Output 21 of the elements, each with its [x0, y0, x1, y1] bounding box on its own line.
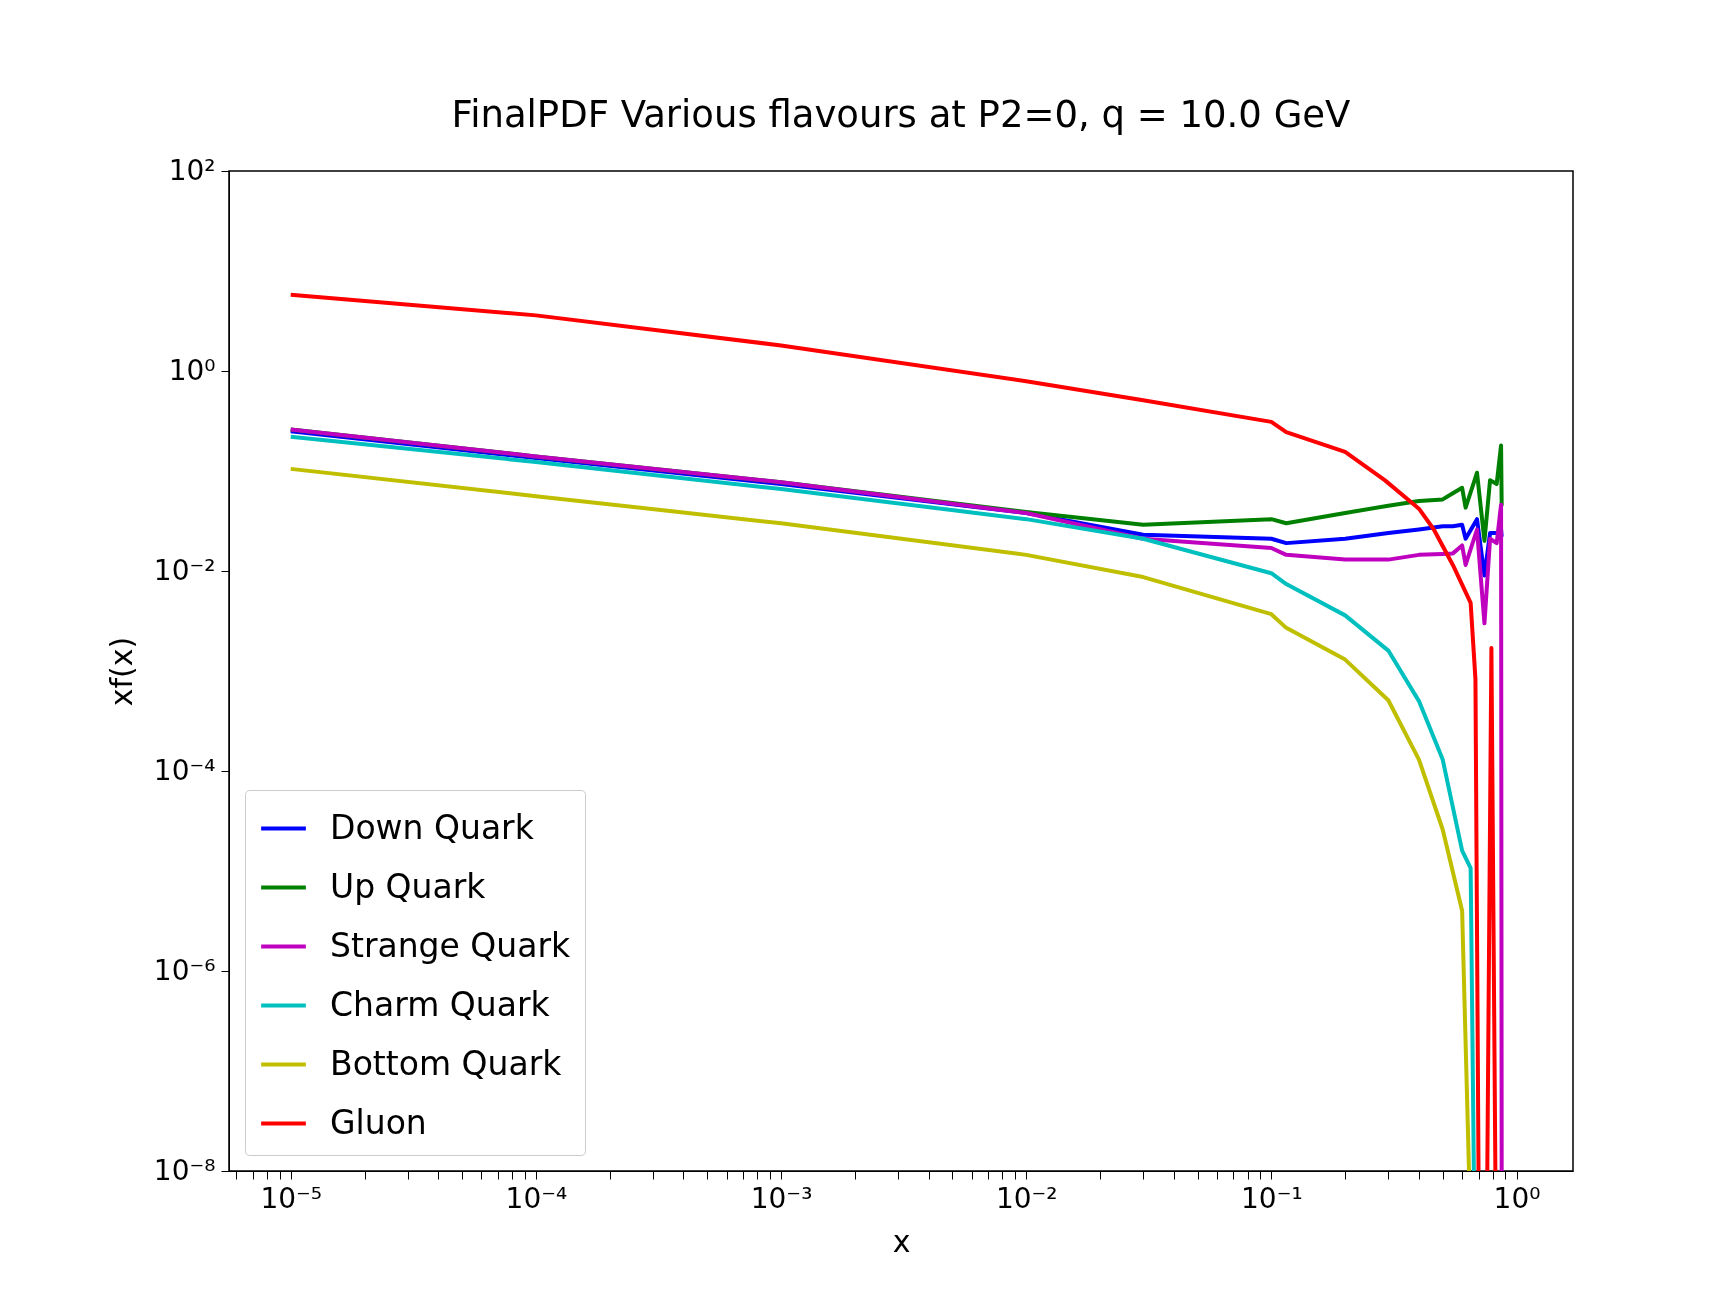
legend-label: Up Quark [330, 866, 487, 906]
legend-label: Bottom Quark [330, 1043, 563, 1083]
chart-title: FinalPDF Various flavours at P2=0, q = 10.0 GeV [451, 93, 1351, 136]
x-tick-label: 10⁻⁵ [260, 1181, 323, 1215]
y-tick-label: 10⁻⁴ [153, 753, 216, 787]
legend-label: Charm Quark [330, 984, 551, 1024]
legend-label: Strange Quark [330, 925, 572, 965]
y-tick-label: 10⁻⁸ [153, 1153, 216, 1187]
legend-label: Gluon [330, 1102, 427, 1142]
x-axis-title: x [892, 1223, 911, 1259]
y-tick-label: 10⁰ [168, 353, 216, 387]
x-tick-label: 10⁰ [1493, 1181, 1541, 1215]
x-tick-label: 10⁻⁴ [505, 1181, 568, 1215]
y-tick-label: 10⁻² [153, 553, 216, 587]
x-tick-label: 10⁻² [995, 1181, 1058, 1215]
y-tick-label: 10⁻⁶ [153, 953, 216, 987]
y-tick-label: 10² [168, 153, 216, 187]
x-tick-label: 10⁻¹ [1241, 1181, 1303, 1215]
y-axis-title: xf(x) [103, 636, 139, 707]
x-tick-label: 10⁻³ [750, 1181, 813, 1215]
legend-label: Down Quark [330, 807, 535, 847]
